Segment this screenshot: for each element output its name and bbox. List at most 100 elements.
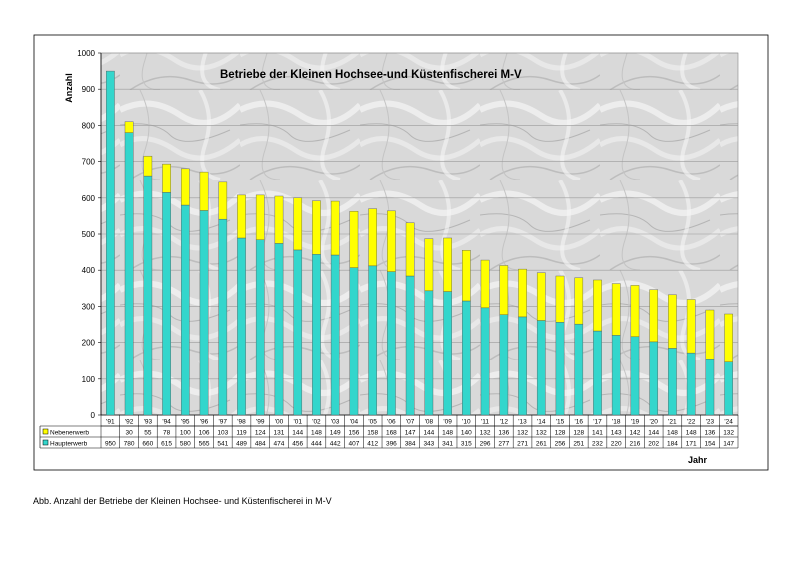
table-cell: 780	[124, 440, 135, 447]
x-tick-label: '14	[537, 419, 546, 426]
table-cell: 144	[292, 429, 303, 436]
x-tick-label: '06	[387, 419, 396, 426]
table-cell: 474	[274, 440, 285, 447]
x-tick-label: '11	[481, 419, 489, 426]
bar-nebenerwerb	[143, 155, 153, 177]
table-cell: 184	[667, 440, 678, 447]
bar-nebenerwerb	[611, 283, 621, 336]
table-cell: 156	[348, 429, 359, 436]
table-cell: 136	[704, 429, 715, 436]
legend-key-nebenerwerb	[42, 428, 49, 435]
bar-haupterwerb	[555, 322, 565, 416]
x-tick-label: '22	[687, 419, 696, 426]
bar-haupterwerb	[724, 361, 733, 416]
x-tick-label: '05	[368, 419, 377, 426]
bar-haupterwerb	[180, 204, 190, 416]
bar-nebenerwerb	[705, 309, 715, 360]
bar-nebenerwerb	[518, 268, 527, 318]
table-cell: 140	[461, 429, 472, 436]
table-cell: 128	[573, 429, 584, 436]
bar-haupterwerb	[255, 239, 265, 416]
x-tick-label: '04	[350, 419, 359, 426]
table-cell: 256	[555, 440, 566, 447]
bar-haupterwerb	[668, 348, 677, 416]
legend-key-haupterwerb	[42, 439, 49, 446]
bar-nebenerwerb	[555, 275, 565, 323]
y-tick-label: 1000	[77, 49, 95, 58]
x-tick-label: '91	[106, 419, 115, 426]
bar-haupterwerb	[274, 243, 284, 416]
table-cell: 144	[648, 429, 659, 436]
x-tick-label: '99	[256, 419, 265, 426]
bar-haupterwerb	[480, 307, 490, 416]
y-tick-label: 0	[91, 411, 96, 420]
x-tick-label: '98	[237, 419, 246, 426]
y-tick-label: 800	[82, 121, 96, 130]
x-tick-label: '23	[706, 419, 715, 426]
y-axis-label: Anzahl	[64, 73, 74, 103]
table-cell: 407	[348, 440, 359, 447]
bar-haupterwerb	[405, 275, 415, 416]
y-tick-label: 300	[82, 302, 96, 311]
x-tick-label: '92	[125, 419, 134, 426]
x-tick-label: '97	[219, 419, 228, 426]
bar-haupterwerb	[162, 192, 171, 416]
bar-haupterwerb	[649, 341, 659, 416]
table-cell: 148	[667, 429, 678, 436]
x-tick-label: '20	[649, 419, 658, 426]
y-tick-label: 200	[82, 339, 96, 348]
table-cell: 261	[536, 440, 547, 447]
table-cell: 489	[236, 440, 247, 447]
x-tick-label: '93	[144, 419, 153, 426]
bar-nebenerwerb	[293, 197, 303, 251]
x-tick-label: '02	[312, 419, 321, 426]
x-tick-label: '00	[275, 419, 284, 426]
table-cell: 251	[573, 440, 584, 447]
bar-haupterwerb	[574, 323, 584, 416]
table-cell: 950	[105, 440, 116, 447]
table-cell: 132	[480, 429, 491, 436]
bar-nebenerwerb	[480, 259, 490, 309]
x-tick-label: '15	[556, 419, 565, 426]
x-tick-label: '21	[668, 419, 677, 426]
bar-nebenerwerb	[237, 194, 246, 239]
table-cell: 660	[142, 440, 153, 447]
bar-nebenerwerb	[574, 277, 584, 325]
table-cell: 296	[480, 440, 491, 447]
bar-nebenerwerb	[405, 222, 415, 277]
table-cell: 147	[405, 429, 416, 436]
table-cell: 78	[163, 429, 171, 436]
table-cell: 132	[517, 429, 528, 436]
table-cell: 132	[723, 429, 734, 436]
y-tick-label: 400	[82, 266, 96, 275]
table-cell: 154	[704, 440, 715, 447]
chart-title: Betriebe der Kleinen Hochsee-und Küstenf…	[220, 69, 522, 81]
table-cell: 144	[423, 429, 434, 436]
table-cell: 100	[180, 429, 191, 436]
table-cell: 136	[498, 429, 509, 436]
x-tick-label: '01	[293, 419, 302, 426]
bar-haupterwerb	[630, 336, 640, 416]
bar-nebenerwerb	[199, 171, 209, 211]
bars	[106, 70, 733, 416]
bar-haupterwerb	[387, 271, 396, 416]
table-cell: 142	[630, 429, 641, 436]
table-cell: 565	[199, 440, 210, 447]
bar-haupterwerb	[237, 237, 246, 416]
bar-nebenerwerb	[387, 210, 396, 272]
table-cell: 131	[274, 429, 285, 436]
y-tick-label: 900	[82, 85, 96, 94]
table-cell: 148	[442, 429, 453, 436]
bar-nebenerwerb	[724, 313, 733, 362]
bar-haupterwerb	[124, 132, 134, 416]
bar-haupterwerb	[312, 254, 321, 416]
y-tick-label: 600	[82, 194, 96, 203]
x-tick-label: '03	[331, 419, 340, 426]
bar-nebenerwerb	[255, 194, 265, 240]
x-tick-label: '12	[500, 419, 509, 426]
x-tick-label: '08	[425, 419, 434, 426]
bar-nebenerwerb	[368, 208, 377, 267]
table-cell: 158	[367, 429, 378, 436]
table-cell: 232	[592, 440, 603, 447]
